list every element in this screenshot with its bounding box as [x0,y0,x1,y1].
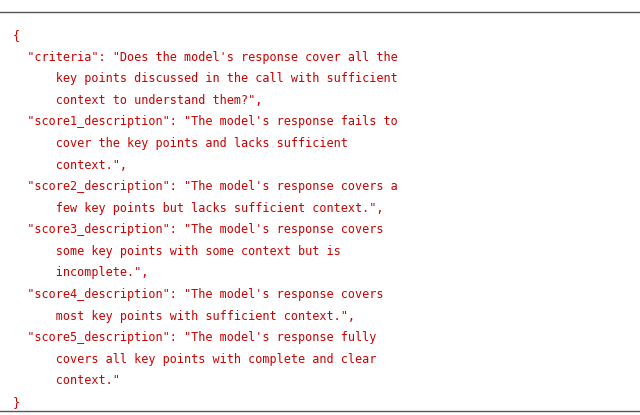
Text: "score5_description": "The model's response fully: "score5_description": "The model's respo… [13,331,376,344]
Text: some key points with some context but is: some key points with some context but is [13,245,340,258]
Text: "criteria": "Does the model's response cover all the: "criteria": "Does the model's response c… [13,51,397,63]
Text: "score1_description": "The model's response fails to: "score1_description": "The model's respo… [13,115,397,128]
Text: }: } [13,396,20,409]
Text: key points discussed in the call with sufficient: key points discussed in the call with su… [13,72,397,85]
Text: "score2_description": "The model's response covers a: "score2_description": "The model's respo… [13,180,397,193]
Text: most key points with sufficient context.",: most key points with sufficient context.… [13,310,355,322]
Text: "score4_description": "The model's response covers: "score4_description": "The model's respo… [13,288,383,301]
Text: context.": context." [13,374,120,387]
Text: incomplete.",: incomplete.", [13,266,148,279]
Text: context.",: context.", [13,159,127,171]
Text: {: { [13,29,20,42]
Text: "score3_description": "The model's response covers: "score3_description": "The model's respo… [13,223,383,236]
Text: cover the key points and lacks sufficient: cover the key points and lacks sufficien… [13,137,348,150]
Text: few key points but lacks sufficient context.",: few key points but lacks sufficient cont… [13,202,383,215]
Text: context to understand them?",: context to understand them?", [13,94,262,107]
Text: covers all key points with complete and clear: covers all key points with complete and … [13,353,376,366]
